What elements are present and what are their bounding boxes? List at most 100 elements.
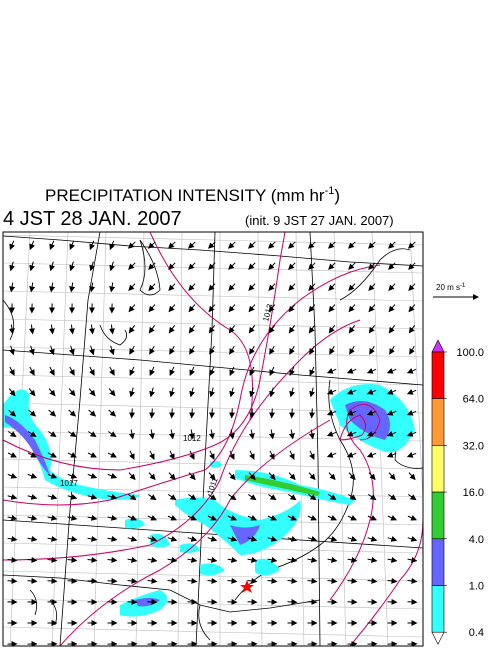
wind-arrow <box>309 408 316 419</box>
wind-arrow <box>308 304 316 313</box>
wind-arrow <box>7 577 18 584</box>
wind-arrow <box>68 409 77 417</box>
wind-arrow <box>269 345 275 355</box>
wind-arrow <box>368 472 376 481</box>
wind-arrow <box>267 515 277 521</box>
wind-arrow <box>227 241 236 249</box>
colorbar-under <box>431 631 445 645</box>
wind-arrow <box>328 283 336 292</box>
wind-arrow <box>249 345 255 355</box>
wind-arrow <box>208 325 216 334</box>
wind-arrow <box>209 387 216 398</box>
wind-arrow <box>27 556 38 563</box>
wind-arrow <box>229 408 236 419</box>
meridian <box>177 232 183 646</box>
wind-arrow <box>128 283 136 292</box>
wind-arrow <box>208 304 216 313</box>
wind-arrow <box>188 325 196 334</box>
wind-arrow <box>387 577 398 584</box>
wind-arrow <box>309 366 315 377</box>
wind-arrow <box>406 410 417 416</box>
wind-arrow <box>327 241 336 249</box>
wind-arrow <box>107 493 118 500</box>
wind-arrow <box>347 556 358 563</box>
wind-arrow <box>249 387 256 398</box>
wind-arrow <box>328 262 336 270</box>
contour-label: 1013 <box>261 302 274 322</box>
wind-arrow <box>47 452 57 458</box>
wind-arrow <box>208 262 216 270</box>
init-time: (init. 9 JST 27 JAN. 2007) <box>245 213 394 228</box>
wind-arrow <box>289 345 295 355</box>
wind-arrow <box>288 494 297 501</box>
location-star <box>240 580 254 593</box>
colorbar-label: 4.0 <box>469 534 484 546</box>
wind-arrow <box>347 577 358 584</box>
wind-arrow <box>228 472 236 481</box>
wind-arrow <box>347 535 358 542</box>
wind-arrow <box>67 514 78 521</box>
wind-arrow <box>328 304 336 313</box>
wind-arrow <box>27 431 37 438</box>
wind-arrow <box>369 345 375 355</box>
wind-arrow <box>207 535 218 542</box>
wind-arrow <box>268 494 277 501</box>
wind-arrow <box>67 431 77 438</box>
wind-arrow <box>188 304 196 313</box>
wind-arrow <box>329 345 335 355</box>
wind-arrow <box>407 515 417 521</box>
wind-arrow <box>67 556 78 563</box>
wind-arrow <box>128 262 136 270</box>
wind-arrow <box>87 514 98 521</box>
wind-arrow <box>168 262 176 270</box>
wind-arrow <box>268 472 276 481</box>
wind-arrow <box>167 535 178 542</box>
wind-arrow <box>129 450 135 460</box>
wind-arrow <box>107 577 118 584</box>
wind-arrow <box>148 283 156 292</box>
wind-arrow <box>386 389 397 395</box>
wind-arrow <box>307 556 318 563</box>
wind-arrow <box>386 410 397 416</box>
wind-arrow <box>27 535 38 542</box>
wind-arrow <box>29 366 35 376</box>
colorbar-label: 64.0 <box>463 394 484 406</box>
wind-arrow <box>408 304 416 313</box>
wind-arrow <box>326 410 337 416</box>
wind-arrow <box>68 324 75 335</box>
wind-arrow <box>8 324 15 335</box>
colorbar-segment <box>431 398 445 446</box>
wind-arrow <box>248 472 256 481</box>
wind-arrow <box>168 494 177 501</box>
wind-arrow <box>269 408 276 419</box>
wind-arrow <box>47 577 58 584</box>
wind-arrow <box>386 431 397 437</box>
wind-arrow <box>287 515 297 521</box>
wind-arrow <box>8 409 17 417</box>
wind-arrow <box>366 410 377 416</box>
wind-arrow <box>49 282 56 293</box>
wind-arrow <box>407 577 418 584</box>
wind-arrow <box>189 345 195 355</box>
wind-arrow <box>89 282 96 293</box>
colorbar-label: 0.4 <box>469 627 484 639</box>
wind-arrow <box>287 556 298 563</box>
wind-arrow <box>107 535 118 542</box>
wind-arrow <box>408 283 416 292</box>
wind-arrow <box>328 472 336 481</box>
colorbar-label: 16.0 <box>463 487 484 499</box>
wind-arrow <box>408 262 416 270</box>
wind-scale-label: 20 m s-1 <box>436 283 466 292</box>
colorbar-over <box>431 339 445 353</box>
wind-arrow <box>388 262 396 270</box>
wind-arrow <box>326 368 337 374</box>
wind-arrow <box>248 429 255 440</box>
wind-arrow <box>128 472 136 481</box>
map-frame <box>2 231 424 647</box>
wind-arrow <box>307 577 318 584</box>
contour-label: 1012 <box>183 434 201 443</box>
wind-arrow <box>368 262 376 270</box>
colorbar-segment <box>431 538 445 586</box>
wind-arrow <box>28 409 37 417</box>
wind-arrow <box>227 515 237 521</box>
